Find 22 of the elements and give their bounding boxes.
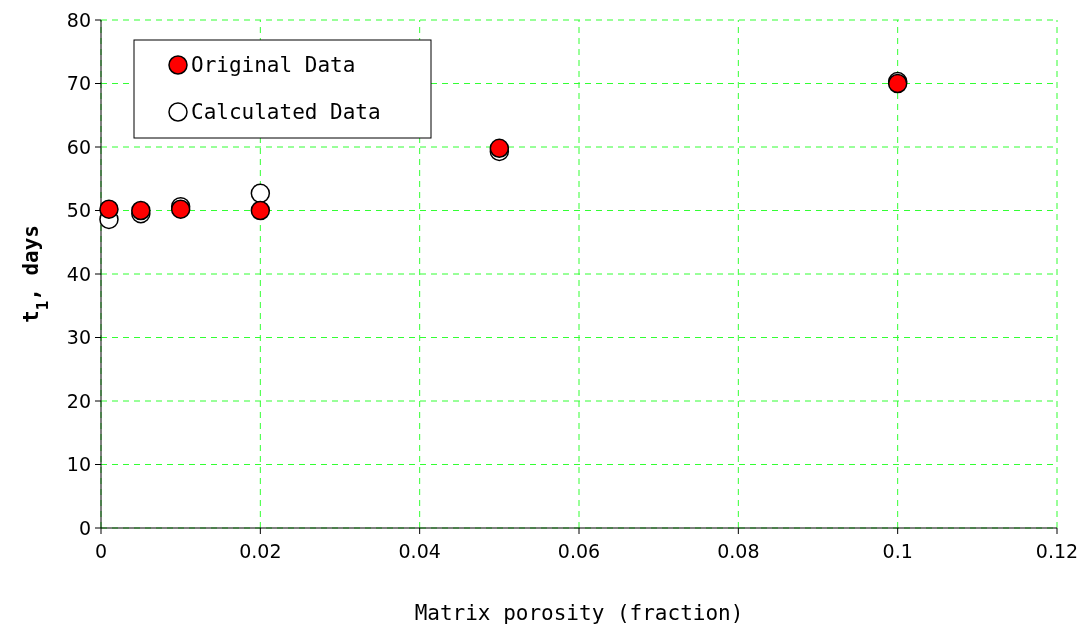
y-tick-label: 40 (66, 262, 91, 285)
x-axis-title: Matrix porosity (fraction) (414, 601, 744, 625)
x-tick-label: 0.04 (398, 540, 441, 562)
x-tick-label: 0.08 (717, 540, 760, 562)
point (99, 199, 119, 219)
legend-label: Calculated Data (191, 100, 381, 125)
x-tick-label: 0.1 (882, 540, 913, 562)
y-tick-label: 20 (66, 389, 91, 412)
x-tick-label: 0.02 (239, 540, 282, 562)
x-tick-label: 0.12 (1035, 540, 1079, 562)
point (250, 183, 271, 204)
y-tick-label: 60 (66, 135, 91, 158)
x-tick-label: 0 (94, 540, 108, 562)
y-tick-label: 0 (78, 516, 91, 539)
legend-label: Original Data (191, 53, 356, 78)
y-tick-label: 30 (66, 326, 91, 349)
point (250, 200, 271, 221)
y-tick-label: 10 (66, 453, 91, 476)
y-tick-label: 80 (66, 8, 91, 31)
y-tick-label: 70 (66, 72, 91, 95)
x-tick-label: 0.06 (557, 540, 601, 562)
y-tick-label: 50 (66, 199, 91, 222)
